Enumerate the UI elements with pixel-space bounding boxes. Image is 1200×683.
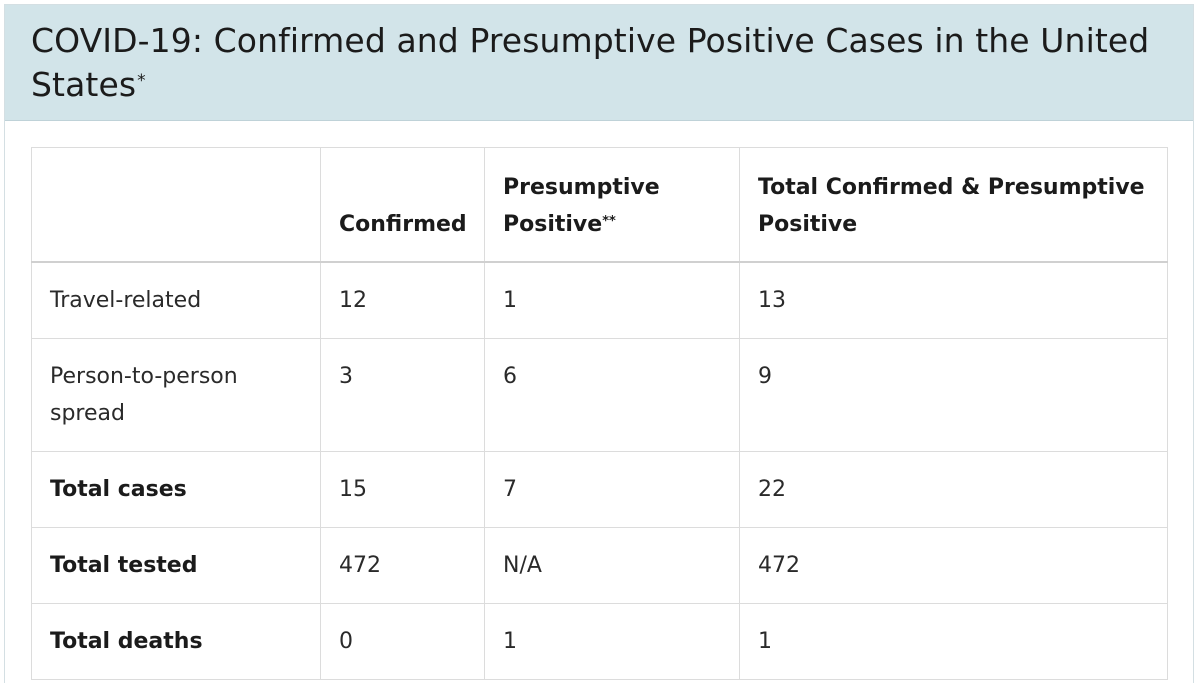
cell-confirmed: 0 (320, 602, 485, 680)
column-header-presumptive: Presumptive Positive** (484, 147, 740, 263)
cases-card: COVID-19: Confirmed and Presumptive Posi… (4, 4, 1194, 683)
cell-confirmed: 12 (320, 261, 485, 339)
table-row: Total deaths 0 1 1 (31, 602, 1168, 680)
table-row: Travel-related 12 1 13 (31, 261, 1168, 339)
cell-total: 9 (739, 337, 1168, 452)
table-row: Total tested 472 N/A 472 (31, 526, 1168, 604)
presumptive-footnote-mark: ** (602, 213, 616, 229)
card-header: COVID-19: Confirmed and Presumptive Posi… (5, 5, 1193, 121)
row-label: Total cases (31, 450, 321, 528)
table-header: Confirmed Presumptive Positive** Total C… (31, 147, 1168, 263)
row-label: Person-to-person spread (31, 337, 321, 452)
cell-confirmed: 3 (320, 337, 485, 452)
cell-total: 472 (739, 526, 1168, 604)
cell-presumptive: 6 (484, 337, 740, 452)
page-title-text: COVID-19: Confirmed and Presumptive Posi… (31, 21, 1150, 104)
cell-confirmed: 472 (320, 526, 485, 604)
cell-presumptive: 7 (484, 450, 740, 528)
cell-total: 13 (739, 261, 1168, 339)
column-header-confirmed: Confirmed (320, 147, 485, 263)
column-header-total: Total Confirmed & Presumptive Positive (739, 147, 1168, 263)
cell-presumptive: 1 (484, 261, 740, 339)
cell-total: 22 (739, 450, 1168, 528)
cases-table: Confirmed Presumptive Positive** Total C… (31, 147, 1168, 680)
table-body: Travel-related 12 1 13 Person-to-person … (31, 261, 1168, 680)
row-label: Travel-related (31, 261, 321, 339)
table-row: Person-to-person spread 3 6 9 (31, 337, 1168, 452)
table-header-row: Confirmed Presumptive Positive** Total C… (31, 147, 1168, 263)
row-label: Total deaths (31, 602, 321, 680)
cell-presumptive: 1 (484, 602, 740, 680)
column-header-blank (31, 147, 321, 263)
row-label: Total tested (31, 526, 321, 604)
cell-confirmed: 15 (320, 450, 485, 528)
title-footnote-mark: * (137, 71, 146, 91)
page-title: COVID-19: Confirmed and Presumptive Posi… (31, 19, 1193, 107)
table-row: Total cases 15 7 22 (31, 450, 1168, 528)
cell-total: 1 (739, 602, 1168, 680)
cell-presumptive: N/A (484, 526, 740, 604)
